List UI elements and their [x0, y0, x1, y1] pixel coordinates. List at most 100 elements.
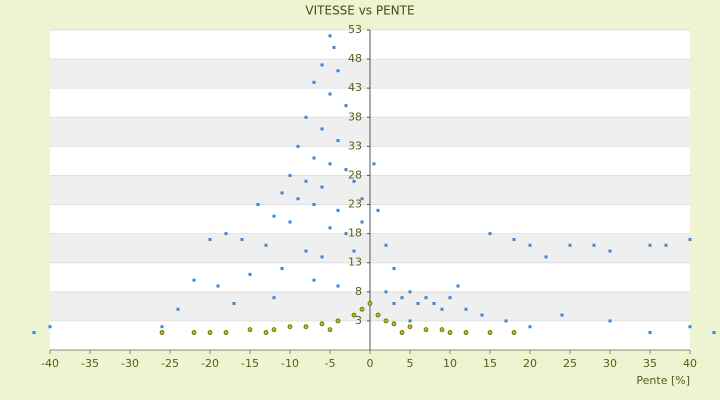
- point: [608, 249, 612, 253]
- point: [327, 327, 333, 333]
- point: [332, 45, 336, 49]
- point: [320, 63, 324, 67]
- point: [336, 139, 340, 143]
- point: [528, 325, 532, 329]
- point: [360, 197, 364, 201]
- point: [312, 278, 316, 282]
- point: [487, 330, 493, 335]
- point: [256, 203, 260, 207]
- point: [688, 325, 692, 329]
- point: [328, 34, 332, 38]
- point: [592, 243, 596, 247]
- point: [208, 237, 212, 241]
- point: [312, 156, 316, 160]
- point: [352, 179, 356, 183]
- point: [223, 330, 229, 335]
- point: [432, 301, 436, 305]
- point: [304, 249, 308, 253]
- point: [304, 179, 308, 183]
- point: [192, 278, 196, 282]
- point: [224, 232, 228, 236]
- x-tick-label: -40: [41, 357, 59, 370]
- point: [247, 327, 253, 333]
- point: [712, 331, 716, 335]
- point: [408, 290, 412, 294]
- point: [399, 330, 405, 335]
- point: [207, 330, 213, 335]
- point: [384, 290, 388, 294]
- point: [264, 243, 268, 247]
- point: [320, 185, 324, 189]
- y-tick-label: 13: [348, 256, 362, 269]
- point: [511, 330, 517, 335]
- point: [328, 92, 332, 96]
- x-tick-label: 15: [483, 357, 497, 370]
- chart-title: VITESSE vs PENTE: [305, 4, 414, 18]
- point: [160, 325, 164, 329]
- x-tick-label: -10: [281, 357, 299, 370]
- point: [351, 312, 357, 318]
- point: [424, 296, 428, 300]
- point: [352, 249, 356, 253]
- point: [216, 284, 220, 288]
- point: [344, 168, 348, 172]
- y-tick-label: 8: [355, 285, 362, 298]
- point: [336, 208, 340, 212]
- x-tick-label: 0: [367, 357, 374, 370]
- point: [48, 325, 52, 329]
- point: [344, 232, 348, 236]
- point: [568, 243, 572, 247]
- y-tick-label: 38: [348, 110, 362, 123]
- point: [392, 267, 396, 271]
- point: [296, 144, 300, 148]
- point: [288, 220, 292, 224]
- point: [608, 319, 612, 323]
- point: [312, 203, 316, 207]
- point: [407, 324, 413, 330]
- point: [440, 307, 444, 311]
- point: [248, 272, 252, 276]
- point: [240, 237, 244, 241]
- point: [464, 307, 468, 311]
- point: [176, 307, 180, 311]
- x-tick-label: 35: [643, 357, 657, 370]
- point: [296, 197, 300, 201]
- x-tick-label: -25: [161, 357, 179, 370]
- x-tick-label: -15: [241, 357, 259, 370]
- x-tick-label: 10: [443, 357, 457, 370]
- x-tick-label: -5: [325, 357, 336, 370]
- point: [448, 296, 452, 300]
- point: [303, 324, 309, 330]
- point: [191, 330, 197, 335]
- point: [280, 267, 284, 271]
- point: [287, 324, 293, 330]
- point: [336, 69, 340, 73]
- point: [272, 214, 276, 218]
- point: [423, 327, 429, 333]
- point: [439, 327, 445, 333]
- point: [159, 330, 165, 335]
- point: [544, 255, 548, 259]
- y-tick-label: 48: [348, 52, 362, 65]
- point: [528, 243, 532, 247]
- point: [504, 319, 508, 323]
- point: [416, 301, 420, 305]
- point: [319, 321, 325, 327]
- point: [560, 313, 564, 317]
- point: [456, 284, 460, 288]
- point: [312, 80, 316, 84]
- point: [271, 327, 277, 333]
- y-tick-label: 53: [348, 23, 362, 36]
- point: [344, 104, 348, 108]
- point: [272, 296, 276, 300]
- point: [372, 162, 376, 166]
- point: [400, 296, 404, 300]
- x-tick-label: -35: [81, 357, 99, 370]
- y-tick-label: 3: [355, 314, 362, 327]
- point: [328, 226, 332, 230]
- point: [512, 237, 516, 241]
- point: [480, 313, 484, 317]
- point: [391, 321, 397, 327]
- point: [280, 191, 284, 195]
- point: [328, 162, 332, 166]
